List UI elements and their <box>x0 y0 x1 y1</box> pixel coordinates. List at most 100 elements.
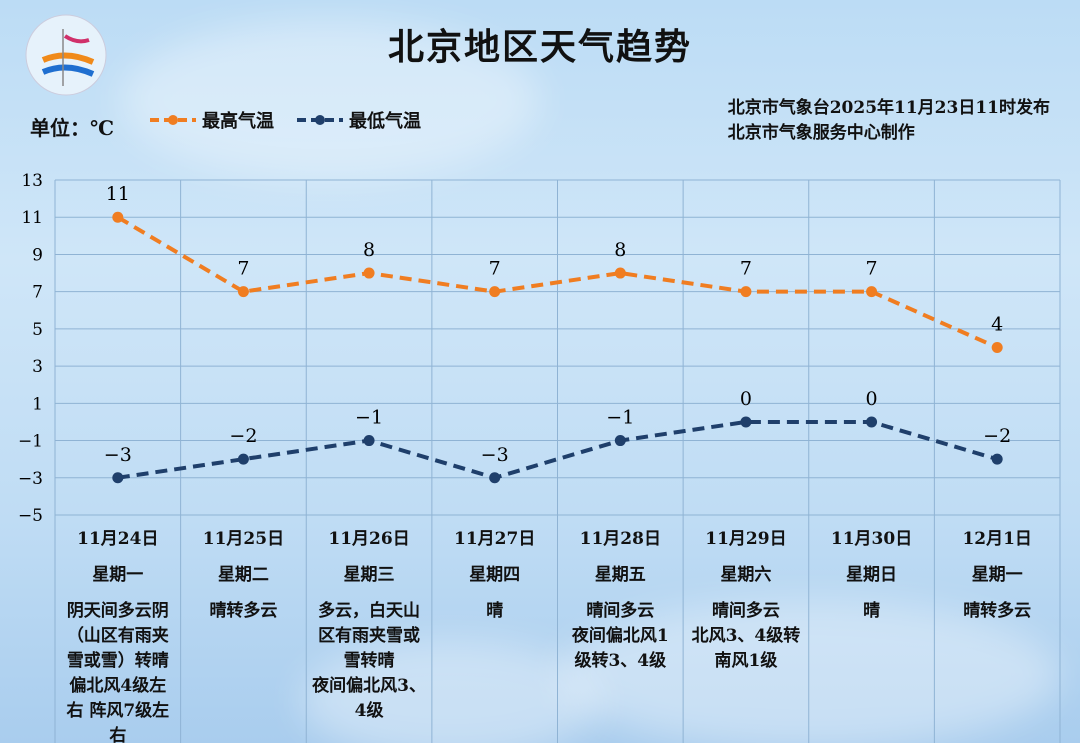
issuer-line-1: 北京市气象台2025年11月23日11时发布 <box>727 98 1050 118</box>
weather-desc-line: 北风3、4级转 <box>691 626 801 646</box>
weather-desc-line: 晴转多云 <box>209 601 278 621</box>
data-label: 7 <box>489 258 501 280</box>
weather-desc-line: 阴天间多云阴 <box>66 601 169 621</box>
weather-desc-line: 晴 <box>863 601 881 621</box>
y-tick-label: 13 <box>21 171 43 191</box>
day-column: 11月25日 星期二晴转多云 <box>181 527 307 624</box>
date-label: 11月27日 <box>454 529 536 549</box>
data-point <box>740 286 752 298</box>
legend-low-marker <box>297 115 343 125</box>
weather-desc-line: 夜间偏北风1 <box>571 626 669 646</box>
data-point <box>363 267 375 279</box>
data-point <box>237 286 249 298</box>
y-tick-label: 11 <box>21 208 43 228</box>
weather-desc-line: 级转3、4级 <box>574 651 667 671</box>
y-tick-label: −3 <box>18 469 43 489</box>
data-point <box>991 342 1003 353</box>
y-tick-label: 5 <box>32 320 43 340</box>
meteorological-service-logo <box>25 14 107 96</box>
y-tick-label: −1 <box>18 432 43 452</box>
weekday-label: 星期二 <box>217 565 269 585</box>
data-label: 7 <box>866 258 878 280</box>
y-tick-label: 3 <box>32 357 43 377</box>
data-label: 11 <box>106 183 130 205</box>
data-point <box>991 453 1003 465</box>
day-column: 11月26日 星期三多云，白天山 区有雨夹雪或 雪转晴夜间偏北风3、 4级 <box>306 527 432 724</box>
weather-desc-line: （山区有雨夹 <box>66 626 169 646</box>
y-tick-label: 7 <box>32 283 43 303</box>
y-tick-label: −5 <box>18 506 43 526</box>
data-point <box>489 286 501 298</box>
weather-desc-line: 右 <box>109 726 127 743</box>
date-label: 11月24日 <box>77 529 159 549</box>
weather-desc-line: 晴间多云 <box>711 601 780 621</box>
data-point <box>112 472 124 484</box>
data-label: 4 <box>991 314 1003 336</box>
y-tick-label: 1 <box>32 394 43 414</box>
series-line-high <box>116 215 998 350</box>
data-point <box>237 453 249 465</box>
legend-high-label: 最高气温 <box>202 111 274 132</box>
data-label: 8 <box>363 239 375 261</box>
weather-desc-line: 晴转多云 <box>963 601 1032 621</box>
weekday-label: 星期六 <box>720 565 772 585</box>
data-label: 0 <box>866 388 878 410</box>
date-label: 11月28日 <box>579 529 661 549</box>
legend-low-label: 最低气温 <box>349 111 421 132</box>
day-column: 11月30日 星期日晴 <box>809 527 935 624</box>
weather-desc-line: 多云，白天山 <box>318 601 421 621</box>
data-point <box>740 416 752 428</box>
day-column: 11月24日 星期一阴天间多云阴 （山区有雨夹 雪或雪）转晴 偏北风4级左右 阵风7级左… <box>55 527 181 743</box>
date-label: 11月29日 <box>705 529 787 549</box>
day-column: 11月27日 星期四晴 <box>432 527 558 624</box>
data-label: −3 <box>481 444 509 466</box>
day-column: 11月29日 星期六晴间多云北风3、4级转 南风1级 <box>683 527 809 674</box>
weather-desc-line: 夜间偏北风3、 <box>312 676 426 696</box>
weekday-label: 星期五 <box>594 565 646 585</box>
data-point <box>614 435 626 447</box>
weekday-label: 星期四 <box>469 565 521 585</box>
date-label: 12月1日 <box>962 529 1032 549</box>
page-title: 北京地区天气趋势 <box>387 26 692 68</box>
issuer-info: 北京市气象台2025年11月23日11时发布 北京市气象服务中心制作 <box>728 96 1050 146</box>
issuer-line-2: 北京市气象服务中心制作 <box>727 123 915 143</box>
date-label: 11月30日 <box>830 529 913 549</box>
weather-desc-line: 南风1级 <box>714 651 778 671</box>
weather-desc-line: 晴 <box>486 601 504 621</box>
weather-desc-line: 4级 <box>354 701 384 721</box>
series-line-low <box>117 419 998 480</box>
date-label: 11月25日 <box>202 529 285 549</box>
weekday-label: 星期三 <box>343 565 395 585</box>
weather-desc-line: 晴间多云 <box>586 601 655 621</box>
data-label: −3 <box>104 444 132 466</box>
weekday-label: 星期一 <box>971 565 1023 585</box>
data-label: −2 <box>983 425 1011 447</box>
data-label: 8 <box>614 239 626 261</box>
data-label: −2 <box>229 425 257 447</box>
legend-high: 最高气温 <box>150 107 274 133</box>
data-point <box>112 211 124 223</box>
data-point <box>866 286 878 298</box>
weather-desc-line: 右 阵风7级左 <box>66 701 170 721</box>
unit-label: 单位：℃ <box>30 116 114 140</box>
data-point <box>866 416 878 428</box>
data-label: 7 <box>237 258 249 280</box>
data-point <box>489 472 501 484</box>
day-column: 12月1日星期一晴转多云 <box>934 527 1060 624</box>
legend-high-marker <box>150 115 196 125</box>
weather-desc-line: 雪或雪）转晴 <box>66 651 169 671</box>
day-column: 11月28日 星期五晴间多云夜间偏北风1 级转3、4级 <box>558 527 684 674</box>
weekday-label: 星期日 <box>846 565 898 585</box>
data-label: 0 <box>740 388 752 410</box>
data-point <box>614 267 626 279</box>
weekday-label: 星期一 <box>92 565 144 585</box>
data-point <box>363 435 375 447</box>
weather-desc-line: 偏北风4级左 <box>69 676 167 696</box>
date-label: 11月26日 <box>328 529 410 549</box>
y-tick-label: 9 <box>32 245 43 265</box>
weather-desc-line: 雪转晴 <box>343 651 395 671</box>
weather-desc-line: 区有雨夹雪或 <box>318 626 421 646</box>
data-label: −1 <box>355 407 383 429</box>
